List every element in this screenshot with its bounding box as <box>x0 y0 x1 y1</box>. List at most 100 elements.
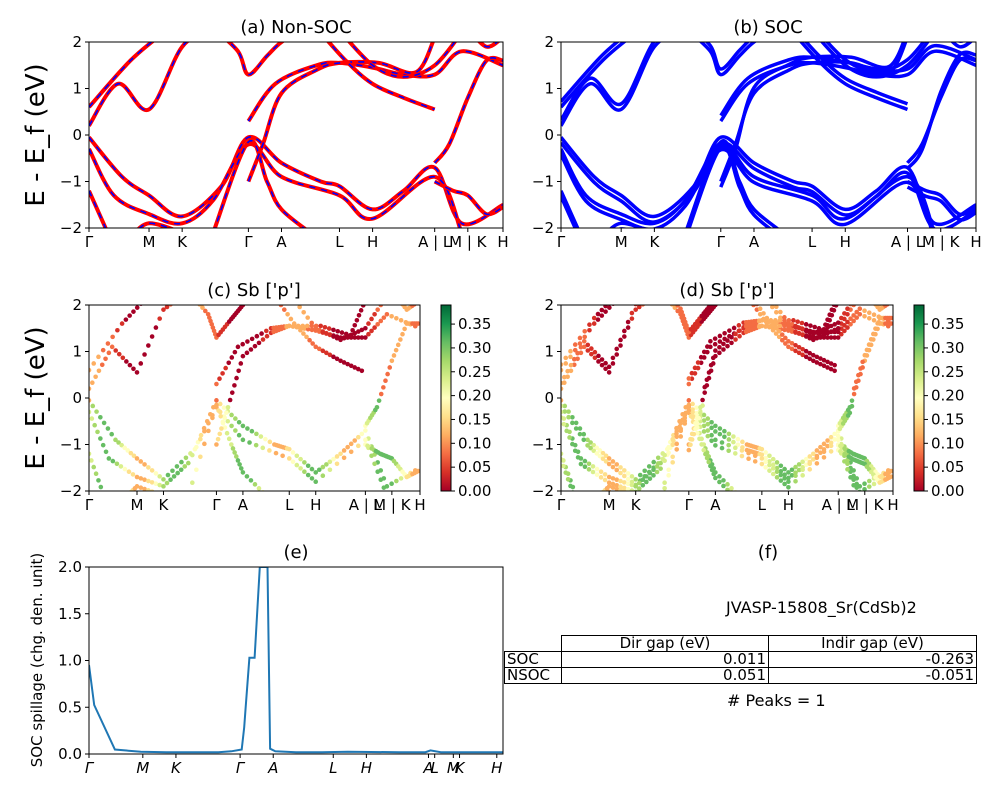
band-point <box>220 420 226 426</box>
band-line <box>824 42 926 74</box>
band-point <box>335 328 341 334</box>
band-point <box>839 315 844 321</box>
band-point <box>803 456 809 462</box>
band-point <box>655 455 661 461</box>
band-point <box>782 476 787 481</box>
band-point <box>776 329 782 334</box>
band-point <box>345 334 350 339</box>
band-point <box>832 327 837 333</box>
band-point <box>254 431 259 437</box>
band-point <box>252 343 258 349</box>
band-point <box>313 344 319 350</box>
band-point <box>618 337 623 343</box>
band-point <box>142 462 147 467</box>
band-point <box>378 305 384 308</box>
band-point <box>591 315 597 321</box>
colorbar-tick-label: 0.10 <box>931 434 964 452</box>
band-point <box>828 366 834 372</box>
band-point <box>127 313 132 318</box>
band-line-overlay <box>434 180 503 216</box>
band-point <box>666 444 671 450</box>
band-point <box>610 361 616 366</box>
band-point <box>828 361 834 366</box>
colorbar-tick-label: 0.15 <box>931 410 964 428</box>
band-point <box>341 455 347 461</box>
band-point <box>561 463 566 469</box>
band-point <box>799 320 805 326</box>
table-header-row: Dir gap (eV) Indir gap (eV) <box>505 635 977 652</box>
band-point <box>803 462 809 467</box>
band-point <box>731 434 736 439</box>
band-point <box>701 429 707 434</box>
band-point <box>786 338 791 344</box>
band-point <box>774 310 779 315</box>
band-point <box>375 307 380 312</box>
x-tick-label: H <box>414 496 425 514</box>
band-point <box>375 321 380 327</box>
band-point <box>233 416 238 421</box>
band-point <box>764 315 770 321</box>
y-tick-label: 1.0 <box>58 652 82 670</box>
panel-a: −2 −1 0 1 2 Γ M K Γ A L H A | LM | K H <box>60 33 509 251</box>
band-point <box>258 434 264 439</box>
band-point <box>391 353 397 358</box>
band-point <box>327 332 333 338</box>
band-point <box>717 474 722 479</box>
band-point <box>786 470 791 475</box>
band-point <box>705 433 711 439</box>
band-point <box>394 478 399 484</box>
band-point <box>851 305 856 308</box>
band-point <box>183 455 189 461</box>
band-point <box>338 358 343 364</box>
band-point <box>713 437 718 443</box>
band-point <box>847 410 853 416</box>
band-point <box>298 466 303 471</box>
band-point <box>633 305 638 307</box>
band-line-overlay <box>214 139 306 228</box>
band-point <box>767 453 772 459</box>
band-point <box>606 364 612 370</box>
band-point <box>849 403 855 409</box>
dir-gap-value: 0.051 <box>561 667 769 684</box>
band-point <box>153 325 159 330</box>
band-point <box>345 444 350 450</box>
band-point <box>709 438 714 444</box>
band-point <box>316 327 322 333</box>
band-point <box>633 484 638 489</box>
band-line <box>799 42 909 112</box>
y-tick-label: 0.5 <box>58 698 82 716</box>
band-point <box>594 451 600 456</box>
band-point <box>693 426 698 432</box>
band-point <box>220 371 225 376</box>
band-point <box>856 372 861 378</box>
band-line-overlay <box>89 42 188 127</box>
band-point <box>565 368 570 374</box>
band-point <box>737 328 742 333</box>
band-point <box>821 332 827 338</box>
band-point <box>821 455 827 460</box>
band-point <box>811 457 816 462</box>
band-point <box>352 365 358 370</box>
band-point <box>324 330 329 336</box>
band-point <box>316 467 322 473</box>
band-point <box>708 305 713 308</box>
panel-c-title: (c) Sb ['p'] <box>207 280 301 301</box>
band-point <box>778 469 784 474</box>
x-tick-label: A <box>276 233 287 251</box>
x-tick-label: Γ <box>85 496 94 514</box>
band-point <box>110 334 115 340</box>
band-point <box>666 450 671 456</box>
colorbar-tick-label: 0.05 <box>458 458 491 476</box>
band-point <box>719 440 725 445</box>
band-point <box>260 445 266 451</box>
band-point <box>811 331 816 337</box>
band-point <box>194 444 199 450</box>
band-point <box>134 474 140 480</box>
band-point <box>116 351 122 357</box>
band-line <box>719 49 976 123</box>
band-point <box>811 451 816 457</box>
band-point <box>845 319 850 325</box>
band-point <box>614 352 620 357</box>
